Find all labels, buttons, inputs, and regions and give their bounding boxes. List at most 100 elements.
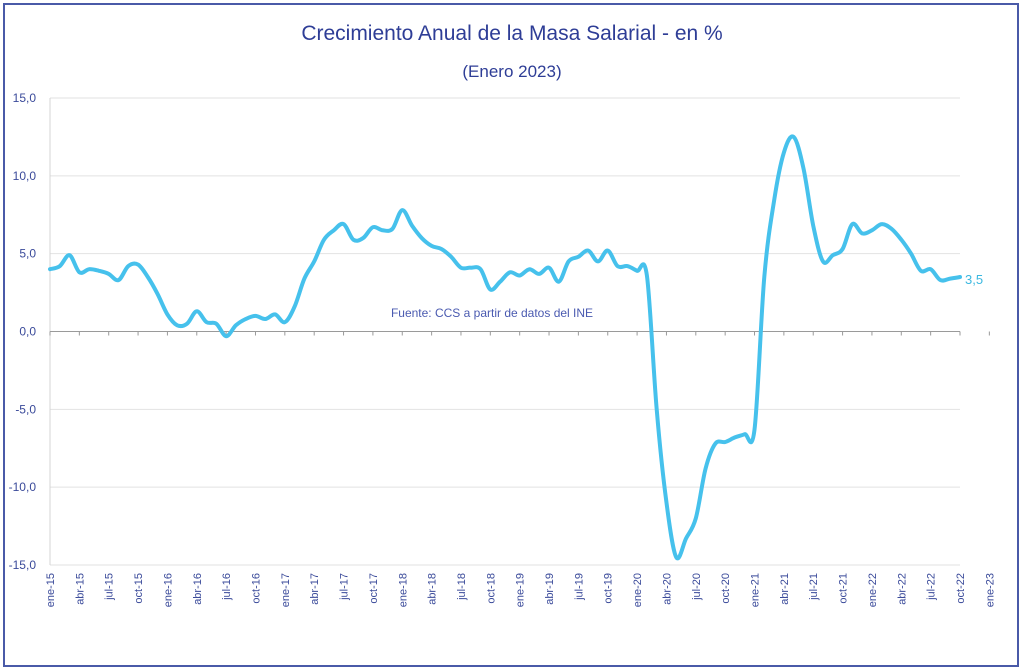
data-point (343, 224, 344, 225)
data-point (960, 277, 961, 278)
source-note: Fuente: CCS a partir de datos del INE (391, 306, 593, 320)
y-tick-label: 5,0 (19, 247, 36, 261)
data-point (509, 272, 510, 273)
data-point (715, 443, 716, 444)
x-tick-label: ene-22 (867, 573, 879, 607)
data-point (500, 281, 501, 282)
data-point (539, 273, 540, 274)
data-point (734, 437, 735, 438)
data-point (50, 269, 51, 270)
data-point (871, 230, 872, 231)
x-tick-label: abr-18 (427, 573, 439, 605)
end-value-label: 3,5 (965, 272, 983, 287)
data-point (705, 468, 706, 469)
data-point (431, 245, 432, 246)
x-tick-label: jul-16 (221, 573, 233, 601)
data-point (813, 225, 814, 226)
data-point (940, 280, 941, 281)
x-tick-label: abr-17 (309, 573, 321, 605)
x-tick-label: oct-18 (485, 573, 497, 604)
x-tick-label: oct-15 (133, 573, 145, 604)
data-point (901, 239, 902, 240)
data-point (519, 275, 520, 276)
data-point (930, 269, 931, 270)
y-tick-label: 15,0 (13, 91, 37, 105)
x-tick-label: oct-17 (368, 573, 380, 604)
data-point (920, 270, 921, 271)
x-tick-label: oct-19 (603, 573, 615, 604)
data-point (950, 278, 951, 279)
data-point (666, 502, 667, 503)
data-point (646, 275, 647, 276)
data-point (480, 269, 481, 270)
x-tick-label: abr-21 (779, 573, 791, 605)
data-point (470, 267, 471, 268)
data-point (157, 294, 158, 295)
x-tick-label: jul-20 (691, 573, 703, 601)
data-point (118, 280, 119, 281)
data-point (59, 266, 60, 267)
data-point (774, 200, 775, 201)
data-point (656, 409, 657, 410)
x-tick-label: jul-15 (104, 573, 116, 601)
data-point (245, 319, 246, 320)
y-tick-label: -10,0 (9, 480, 37, 494)
data-point (490, 289, 491, 290)
x-tick-label: ene-18 (397, 573, 409, 607)
data-point (461, 267, 462, 268)
data-point (206, 322, 207, 323)
data-point (108, 273, 109, 274)
data-point (911, 253, 912, 254)
x-tick-label: ene-15 (45, 573, 57, 607)
data-point (255, 315, 256, 316)
y-tick-label: 10,0 (13, 169, 37, 183)
data-point (372, 227, 373, 228)
grid-lines (50, 97, 960, 566)
data-point (265, 319, 266, 320)
x-tick-label: ene-16 (162, 573, 174, 607)
series-line (48, 134, 962, 561)
data-point (803, 168, 804, 169)
data-point (147, 277, 148, 278)
x-axis: ene-15 abr-15 jul-15 oct-15 ene-16 abr-16 jul-… (45, 331, 996, 607)
data-point (558, 281, 559, 282)
data-point (294, 306, 295, 307)
data-point (304, 278, 305, 279)
data-point (235, 325, 236, 326)
data-point (686, 538, 687, 539)
x-tick-label: oct-21 (838, 573, 850, 604)
data-point (832, 255, 833, 256)
data-point (363, 238, 364, 239)
data-point (314, 261, 315, 262)
data-point (177, 325, 178, 326)
x-tick-label: jul-21 (808, 573, 820, 601)
data-point (783, 152, 784, 153)
x-tick-label: oct-22 (955, 573, 967, 604)
x-tick-label: ene-21 (750, 573, 762, 607)
y-axis: 15,0 10,0 5,0 0,0 -5,0 -10,0 -15,0 (9, 91, 51, 572)
chart-title: Crecimiento Anual de la Masa Salarial - … (301, 22, 722, 45)
data-point (852, 224, 853, 225)
data-point (392, 228, 393, 229)
x-tick-label: abr-15 (74, 573, 86, 605)
x-tick-label: abr-16 (192, 573, 204, 605)
x-tick-label: oct-16 (250, 573, 262, 604)
x-tick-label: jul-22 (926, 573, 938, 601)
x-tick-label: ene-17 (280, 573, 292, 607)
x-tick-label: ene-23 (984, 573, 996, 607)
data-point (421, 238, 422, 239)
y-tick-label: -5,0 (15, 402, 36, 416)
data-point (764, 277, 765, 278)
data-point (598, 261, 599, 262)
series-layer (48, 134, 962, 561)
data-point (891, 228, 892, 229)
x-tick-label: ene-19 (515, 573, 527, 607)
x-tick-label: jul-18 (456, 573, 468, 601)
y-tick-label: -15,0 (9, 558, 37, 572)
x-tick-label: jul-17 (339, 573, 351, 601)
data-point (676, 557, 677, 558)
data-point (441, 249, 442, 250)
data-point (333, 230, 334, 231)
data-point (275, 314, 276, 315)
